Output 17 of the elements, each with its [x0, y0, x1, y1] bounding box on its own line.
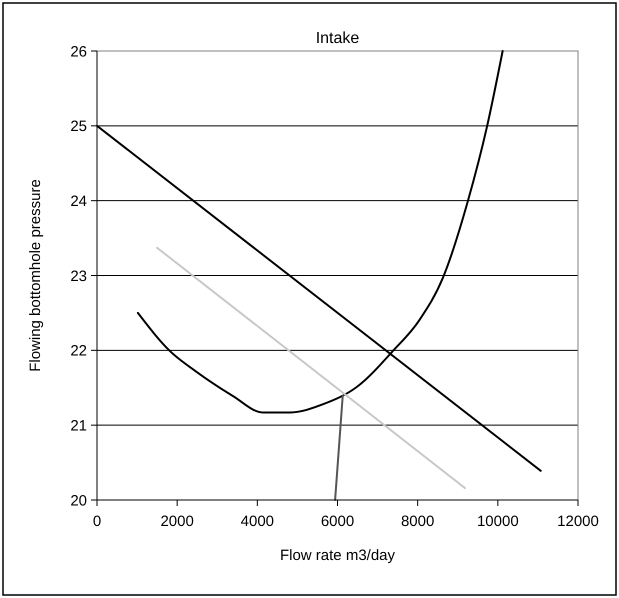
x-tick-label: 0	[92, 513, 102, 530]
y-axis-title: Flowing bottomhole pressure	[27, 179, 44, 372]
y-tick-label: 22	[70, 342, 87, 360]
y-tick-label: 24	[70, 192, 87, 210]
x-tick-label: 12000	[557, 513, 599, 530]
x-tick-label: 2000	[160, 513, 194, 530]
x-axis-title: Flow rate m3/day	[280, 547, 396, 564]
y-tick-label: 23	[70, 268, 87, 285]
x-tick-label: 10000	[476, 513, 519, 530]
y-tick-label: 21	[70, 417, 87, 434]
y-tick-label: 25	[70, 118, 87, 136]
y-tick-label: 20	[70, 492, 87, 510]
x-tick-label: 4000	[240, 513, 274, 530]
x-tick-label: 8000	[400, 513, 434, 530]
y-tick-label: 26	[70, 43, 87, 60]
chart-title: Intake	[316, 30, 360, 47]
x-tick-label: 6000	[320, 513, 354, 530]
